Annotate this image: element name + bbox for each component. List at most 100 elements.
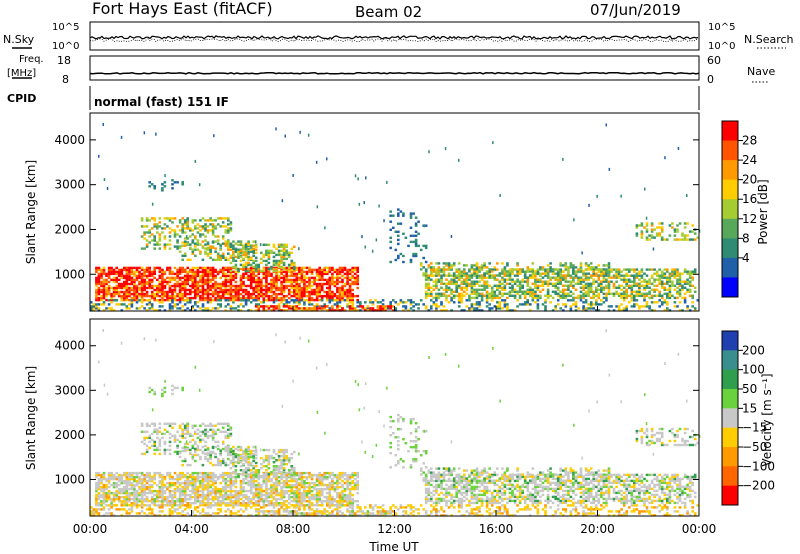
- power-cell-2031: [475, 280, 479, 283]
- power-cell-1452: [199, 235, 202, 238]
- velocity-cell-712: [234, 481, 238, 485]
- power-cell-1585: [219, 248, 222, 251]
- velocity-cell-806: [254, 489, 258, 493]
- power-cell-2498: [607, 282, 611, 285]
- power-cell-2250: [539, 284, 542, 287]
- power-cell-1729: [262, 259, 266, 263]
- power-cell-254: [143, 278, 146, 282]
- power-cell-1510: [221, 217, 225, 220]
- power-cell-3053: [422, 256, 425, 260]
- power-cell-3207: [168, 307, 172, 310]
- power-cell-1850: [427, 294, 431, 297]
- power-cell-3043: [414, 238, 418, 242]
- power-cell-3373: [356, 301, 359, 304]
- power-cell-2981: [602, 268, 606, 271]
- velocity-cell-138: [123, 495, 126, 499]
- power-cell-1105: [315, 296, 319, 300]
- power-cell-2492: [605, 268, 608, 271]
- power-cell-2220: [531, 276, 535, 279]
- velocity-cell-697: [232, 489, 235, 493]
- power-cbar-label-3: 16: [742, 192, 757, 206]
- velocity-cell-746: [242, 481, 245, 485]
- power-cell-310: [156, 278, 159, 282]
- power-cell-2523: [615, 274, 618, 277]
- power-cell-2597: [635, 290, 639, 293]
- power-cell-1233: [341, 292, 344, 296]
- power-cell-3525: [544, 307, 547, 310]
- velocity-cell-416: [178, 489, 182, 493]
- power-cell-397: [173, 266, 177, 270]
- power-cell-54: [102, 266, 106, 270]
- power-cell-2982: [602, 264, 606, 267]
- power-cell-3163: [112, 299, 116, 302]
- power-cell-1590: [221, 242, 225, 245]
- power-cell-1854: [427, 284, 431, 287]
- power-cell-3075: [645, 228, 649, 231]
- velocity-cell-518: [199, 495, 202, 499]
- power-cell-556: [204, 266, 207, 270]
- velocity-cell-430: [181, 489, 184, 493]
- velocity-cell-1023: [298, 489, 301, 493]
- power-cell-363: [168, 294, 172, 298]
- power-cell-3010: [397, 230, 400, 233]
- power-cell-3713: [348, 305, 352, 308]
- power-cell-354: [166, 292, 169, 296]
- velocity-cell-1067: [305, 477, 309, 481]
- power-cell-3606: [643, 305, 646, 308]
- power-cell-2520: [615, 286, 618, 289]
- power-cell-1264: [346, 274, 349, 278]
- power-cell-3445: [447, 301, 451, 304]
- power-cell-2792: [691, 272, 694, 275]
- power-cell-3571: [595, 301, 598, 304]
- power-cell-3247: [206, 301, 210, 304]
- power-cell-3361: [343, 299, 347, 302]
- velocity-cell-150: [125, 497, 129, 501]
- power-cell-2038: [478, 288, 481, 291]
- power-cell-2820: [442, 274, 446, 277]
- power-cell-1957: [455, 270, 458, 273]
- power-cell-1362: [158, 217, 162, 220]
- power-cell-3570: [595, 303, 598, 306]
- velocity-cell-642: [221, 485, 225, 489]
- power-cell-32: [100, 288, 103, 292]
- power-cell-599: [211, 268, 215, 272]
- velocity-cell-590: [211, 495, 215, 499]
- velocity-cell-735: [239, 483, 243, 487]
- power-cell-2066: [485, 286, 489, 289]
- power-cell-2309: [556, 280, 560, 283]
- power-cell-326: [161, 296, 164, 300]
- power-cell-3141: [92, 309, 96, 312]
- power-cell-2420: [587, 286, 590, 289]
- power-cell-956: [285, 286, 288, 290]
- velocity-cell-195: [133, 493, 136, 497]
- velocity-cell-12: [95, 473, 98, 477]
- velocity-cell-649: [224, 502, 228, 505]
- power-cell-588: [211, 294, 215, 298]
- velocity-cell-467: [189, 493, 192, 497]
- power-cell-41: [102, 296, 106, 300]
- power-cell-1418: [183, 219, 187, 222]
- power-cell-3617: [655, 301, 659, 304]
- velocity-cell-45: [102, 493, 106, 497]
- power-cell-1376: [168, 247, 172, 250]
- power-cell-1034: [300, 292, 304, 296]
- power-cell-684: [229, 280, 233, 284]
- power-cell-1496: [214, 225, 217, 228]
- power-cell-997: [293, 278, 296, 282]
- power-cell-3332: [308, 309, 311, 312]
- power-cell-1239: [341, 278, 344, 282]
- power-cell-2361: [572, 296, 575, 300]
- power-cell-2744: [676, 270, 679, 273]
- power-cell-1218: [338, 296, 342, 300]
- power-cell-3740: [384, 307, 387, 310]
- power-cell-3442: [442, 305, 446, 308]
- velocity-cell-104: [115, 491, 118, 495]
- power-cell-2748: [678, 290, 682, 293]
- power-cell-885: [270, 282, 273, 286]
- power-cell-1112: [315, 282, 319, 286]
- power-cell-658: [224, 276, 228, 280]
- power-cell-1533: [178, 246, 182, 249]
- power-cell-683: [229, 282, 233, 286]
- power-cell-2159: [513, 290, 517, 293]
- velocity-cell-742: [242, 493, 245, 497]
